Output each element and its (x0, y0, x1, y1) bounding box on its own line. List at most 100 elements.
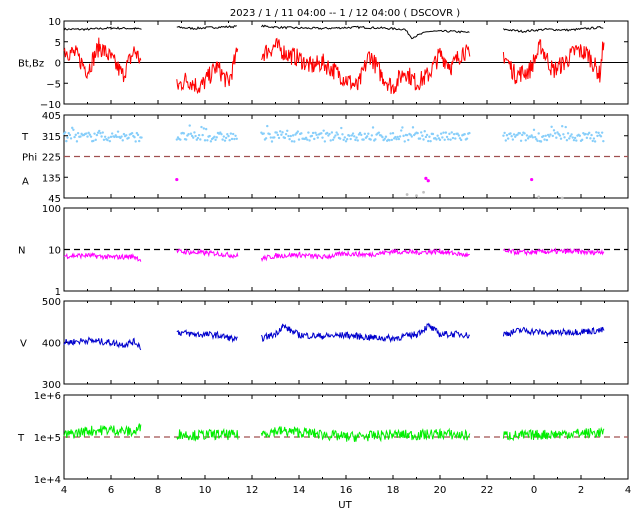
phi-point (506, 137, 510, 140)
phi-point (94, 138, 97, 142)
phi-point (343, 136, 347, 139)
phi-point (589, 137, 592, 140)
x-tick-label: 4 (625, 485, 631, 496)
panel-mag: 10 5 0 −5 −10 Bt,Bz (18, 17, 629, 111)
x-tick-label: 18 (387, 485, 400, 496)
theta-point (426, 179, 430, 183)
phi-point (429, 139, 432, 143)
phi-point (394, 135, 397, 139)
phi-point (545, 138, 549, 142)
phi-point (510, 135, 513, 138)
phi-point (122, 132, 126, 136)
phi-point (580, 138, 584, 142)
phi-point (108, 139, 112, 143)
phi-point (444, 131, 448, 134)
phi-point (138, 139, 141, 143)
phi-point (264, 137, 268, 140)
phi-point (449, 138, 452, 141)
phi-point (79, 135, 82, 138)
phi-point (310, 134, 314, 138)
phi-point (551, 134, 554, 138)
phi-point (335, 131, 338, 134)
phi-point (353, 135, 356, 138)
phi-point (505, 134, 509, 137)
phi-point (354, 138, 357, 142)
phi-point (439, 132, 443, 135)
phi-point (311, 131, 315, 135)
phi-point (597, 131, 600, 135)
phi-point (418, 137, 422, 140)
phi-point (304, 136, 308, 139)
phi-point (374, 138, 377, 141)
phi-point (351, 132, 355, 135)
phi-point (115, 135, 119, 139)
y-axis-label: A (22, 176, 29, 187)
phi-point (438, 138, 442, 142)
phi-point (599, 135, 603, 138)
x-axis-label: UT (338, 500, 352, 511)
phi-point (75, 140, 79, 143)
phi-point (106, 138, 109, 142)
phi-point (275, 131, 278, 134)
phi-point (232, 132, 235, 136)
phi-point (585, 136, 589, 140)
y-axis-label: V (20, 339, 27, 350)
phi-point (175, 138, 178, 141)
x-tick-label: 12 (246, 485, 259, 496)
y-tick-label: 100 (42, 204, 61, 215)
phi-point (270, 140, 274, 143)
phi-point (424, 135, 428, 139)
y-tick-label: 45 (48, 194, 61, 205)
phi-point (512, 133, 516, 136)
x-tick-label: 16 (340, 485, 353, 496)
phi-point (279, 130, 282, 133)
phi-point (277, 136, 281, 140)
phi-point (290, 140, 294, 143)
x-tick-label: 0 (531, 485, 537, 496)
phi-point (539, 140, 543, 143)
phi-point (602, 139, 605, 143)
phi-point (203, 139, 207, 142)
phi-point (286, 129, 289, 133)
phi-point (397, 137, 401, 141)
phi-point (85, 132, 88, 135)
phi-point (320, 132, 323, 135)
y-tick-label: 1e+5 (34, 433, 61, 444)
phi-point (316, 136, 319, 139)
phi-point (202, 127, 206, 130)
phi-point (407, 138, 410, 142)
phi-point (220, 132, 223, 136)
phi-point (107, 136, 110, 139)
phi-point (88, 133, 92, 136)
phi-point (465, 137, 469, 140)
panel-speed: 500 400 300 V (20, 297, 629, 391)
bz-line (502, 39, 605, 85)
panels: 1050−5−10Bt,Bz40531522513545TPhiA100101N… (17, 17, 631, 496)
phi-point (401, 126, 404, 129)
phi-point (531, 136, 535, 139)
phi-point (591, 139, 594, 143)
phi-point (199, 138, 202, 141)
phi-point (74, 133, 77, 137)
phi-point (133, 136, 136, 139)
phi-point (89, 135, 93, 138)
phi-point (569, 134, 572, 138)
temperature-line (260, 425, 471, 443)
phi-point (121, 139, 124, 142)
gray-point (415, 194, 418, 198)
phi-point (99, 132, 102, 135)
x-tick-label: 8 (155, 485, 161, 496)
phi-point (281, 131, 284, 134)
bz-line (260, 37, 471, 95)
phi-point (524, 139, 527, 142)
bt-line (63, 26, 142, 31)
phi-point (268, 132, 271, 136)
panel-frame (63, 300, 629, 385)
phi-point (362, 138, 365, 141)
phi-point (96, 131, 100, 134)
gray-point (560, 196, 564, 200)
phi-point (73, 135, 76, 139)
speed-line (176, 329, 238, 343)
phi-point (204, 127, 208, 131)
density-line (502, 247, 605, 257)
